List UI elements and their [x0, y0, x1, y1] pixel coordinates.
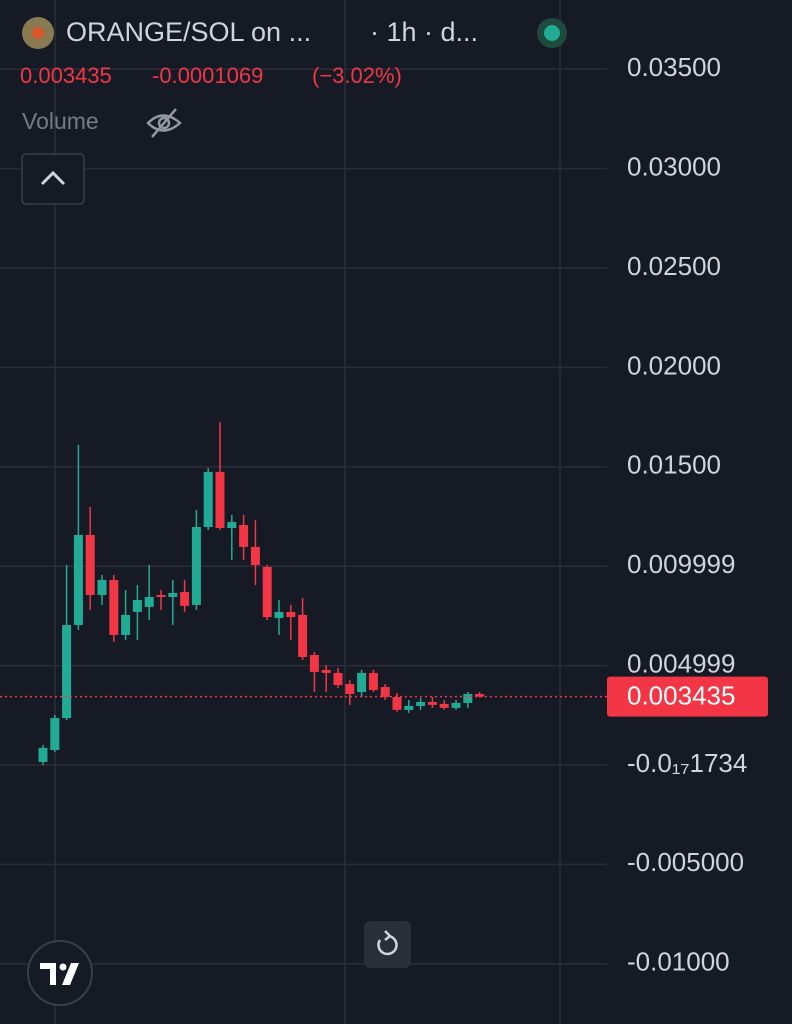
collapse-button-frame: [21, 153, 85, 205]
candle-body: [416, 701, 426, 706]
collapse-button[interactable]: [21, 153, 85, 205]
candle-body: [227, 522, 237, 529]
y-tick-label: -0.005000: [627, 847, 744, 877]
y-tick-label: -0.01000: [627, 947, 730, 977]
hide-volume-icon[interactable]: [146, 108, 182, 138]
y-tick-label: 0.02000: [627, 350, 721, 380]
candle-body: [345, 684, 355, 694]
symbol-logo-inner: [32, 27, 44, 39]
candle-body: [38, 747, 48, 762]
candle-body: [309, 655, 319, 672]
candle-body: [62, 625, 72, 719]
eye-pupil: [157, 116, 171, 130]
candle-body: [404, 705, 414, 710]
candle-body: [97, 579, 107, 595]
price-axis: 0.03500 0.03000 0.02500 0.02000 0.01500 0.009…: [607, 52, 768, 977]
candle-body: [286, 611, 296, 618]
candle-body: [85, 534, 95, 595]
candle-body: [463, 693, 473, 703]
candle-body: [357, 672, 367, 693]
candle-body: [298, 614, 308, 658]
candle-body: [427, 701, 437, 705]
symbol-title[interactable]: ORANGE/SOL on ...: [66, 17, 311, 47]
header-change: -0.0001069: [152, 63, 263, 88]
reset-button[interactable]: [364, 921, 411, 968]
grid: [0, 0, 607, 1024]
candle-body: [475, 693, 485, 697]
y-tick-label: -0.0₁₇1734: [627, 748, 747, 778]
volume-label: Volume: [22, 108, 99, 134]
candle-body: [121, 614, 131, 635]
candle-body: [333, 672, 343, 686]
status-dot: [544, 25, 560, 41]
eye-slash: [151, 108, 177, 138]
candle-body: [274, 611, 284, 619]
logo-t: [40, 963, 56, 985]
candle-body: [144, 596, 154, 607]
plot: [0, 422, 607, 765]
y-tick-label: 0.009999: [627, 549, 735, 579]
candle-body: [380, 687, 390, 697]
candle-body: [132, 599, 142, 612]
candle-body: [215, 471, 225, 529]
reset-arrow: [377, 934, 398, 956]
candle-body: [50, 718, 60, 751]
y-tick-label: 0.01500: [627, 450, 721, 480]
header-price: 0.003435: [20, 63, 112, 88]
candle-body: [239, 525, 249, 547]
y-tick-label: 0.03000: [627, 151, 721, 181]
candle-body: [109, 579, 119, 635]
eye-shape: [146, 114, 182, 132]
candle-body: [168, 593, 178, 597]
chevron-up: [40, 170, 66, 186]
candle-body: [156, 594, 166, 597]
candle-body: [191, 527, 201, 605]
interval[interactable]: · 1h · d...: [370, 17, 478, 47]
y-tick-label: 0.03500: [627, 52, 721, 82]
last-price-badge: [607, 676, 768, 717]
logo-v: [62, 963, 79, 985]
reset-arrow-head: [384, 930, 392, 941]
candle-body: [180, 592, 190, 606]
tradingview-logo[interactable]: [27, 940, 93, 1006]
candle-body: [203, 471, 213, 528]
logo-dot: [59, 963, 67, 971]
candle-body: [392, 696, 402, 710]
y-tick-label: 0.004999: [627, 648, 735, 678]
candle-body: [451, 702, 461, 708]
candle-body: [73, 534, 83, 626]
y-tick-label: 0.02500: [627, 251, 721, 281]
candle-body: [262, 566, 272, 618]
last-price-label: 0.003435: [627, 681, 735, 711]
candle-body: [321, 669, 331, 673]
candle-body: [368, 672, 378, 691]
header-change-percent: (−3.02%): [312, 63, 402, 88]
candle-body: [250, 546, 260, 565]
candle-body: [439, 703, 449, 708]
logo-frame: [27, 940, 93, 1006]
reset-button-frame: [364, 921, 411, 968]
